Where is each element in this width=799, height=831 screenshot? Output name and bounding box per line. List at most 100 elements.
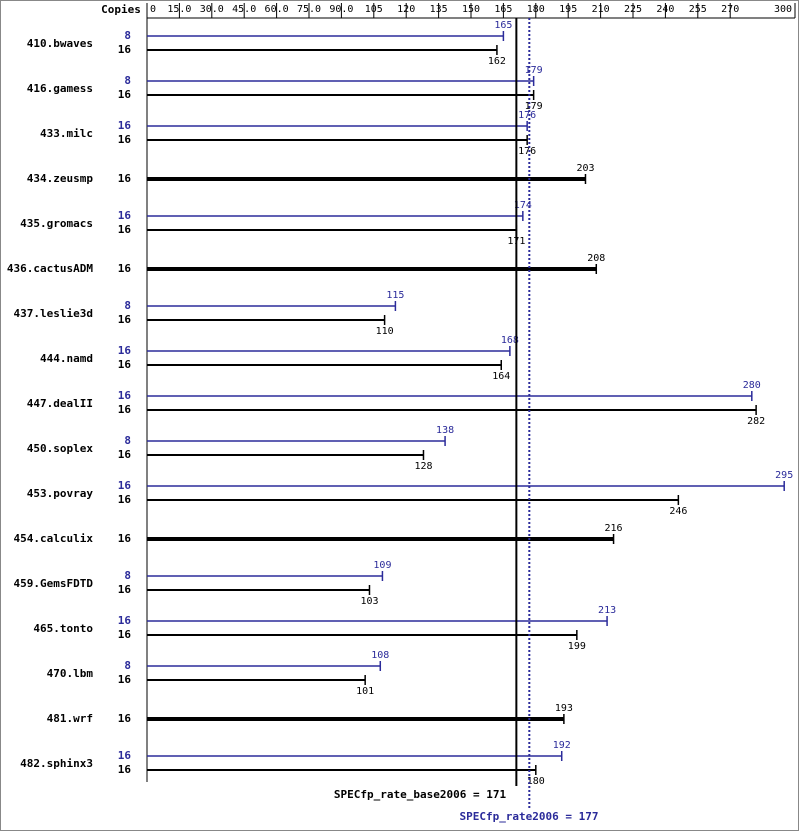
benchmark-name: 436.cactusADM xyxy=(7,262,93,275)
copies: 8 xyxy=(124,74,131,87)
x-tick-label: 300 xyxy=(774,4,792,15)
benchmark-name: 416.gamess xyxy=(27,82,93,95)
copies: 16 xyxy=(118,583,132,596)
benchmark-name: 450.soplex xyxy=(27,442,94,455)
copies: 16 xyxy=(118,532,132,545)
benchmark-name: 447.dealII xyxy=(27,397,93,410)
copies: 16 xyxy=(118,223,132,236)
copies: 16 xyxy=(118,749,132,762)
copies: 16 xyxy=(118,262,132,275)
x-tick-label: 210 xyxy=(592,4,610,15)
x-tick-label: 240 xyxy=(656,4,674,15)
copies: 8 xyxy=(124,569,131,582)
copies: 16 xyxy=(118,88,132,101)
x-tick-label: 120 xyxy=(397,4,415,15)
copies: 8 xyxy=(124,434,131,447)
benchmark-name: 410.bwaves xyxy=(27,37,93,50)
value-label: 174 xyxy=(514,200,532,211)
value-label: 246 xyxy=(669,506,687,517)
score-value: 171 xyxy=(486,788,506,801)
score-label: SPECfp_rate2006 = xyxy=(459,810,572,823)
benchmark-name: 459.GemsFDTD xyxy=(14,577,94,590)
score-label: SPECfp_rate_base2006 = xyxy=(334,788,480,801)
x-tick-label: 45.0 xyxy=(232,4,256,15)
x-tick-label: 0 xyxy=(150,4,156,15)
x-tick-label: 15.0 xyxy=(167,4,191,15)
score-text: SPECfp_rate2006 = 177 xyxy=(459,810,598,823)
copies: 16 xyxy=(118,313,132,326)
benchmark-name: 454.calculix xyxy=(14,532,94,545)
copies: 16 xyxy=(118,119,132,132)
copies: 16 xyxy=(118,673,132,686)
value-label: 103 xyxy=(360,596,378,607)
value-label: 109 xyxy=(373,560,391,571)
x-tick-label: 150 xyxy=(462,4,480,15)
benchmark-name: 444.namd xyxy=(40,352,93,365)
value-label: 162 xyxy=(488,56,506,67)
value-label: 176 xyxy=(518,146,536,157)
score-text: SPECfp_rate_base2006 = 171 xyxy=(334,788,507,801)
value-label: 128 xyxy=(414,461,432,472)
x-tick-label: 135 xyxy=(430,4,448,15)
value-label: 295 xyxy=(775,470,793,481)
benchmark-name: 481.wrf xyxy=(47,712,93,725)
benchmark-name: 453.povray xyxy=(27,487,94,500)
benchmark-name: 437.leslie3d xyxy=(14,307,93,320)
copies: 16 xyxy=(118,133,132,146)
benchmark-name: 470.lbm xyxy=(47,667,94,680)
x-tick-label: 225 xyxy=(624,4,642,15)
value-label: 213 xyxy=(598,605,616,616)
benchmark-name: 435.gromacs xyxy=(20,217,93,230)
value-label: 180 xyxy=(527,776,545,787)
x-tick-label: 75.0 xyxy=(297,4,321,15)
value-label: 101 xyxy=(356,686,374,697)
copies: 16 xyxy=(118,172,132,185)
copies: 16 xyxy=(118,628,132,641)
benchmark-name: 433.milc xyxy=(40,127,93,140)
value-label: 168 xyxy=(501,335,519,346)
value-label: 208 xyxy=(587,253,605,264)
copies: 8 xyxy=(124,659,131,672)
copies: 16 xyxy=(118,448,132,461)
copies: 16 xyxy=(118,344,132,357)
copies: 8 xyxy=(124,299,131,312)
value-label: 164 xyxy=(492,371,510,382)
value-label: 138 xyxy=(436,425,454,436)
x-tick-label: 165 xyxy=(494,4,512,15)
copies: 8 xyxy=(124,29,131,42)
copies: 16 xyxy=(118,712,132,725)
benchmark-name: 434.zeusmp xyxy=(27,172,94,185)
score-value: 177 xyxy=(579,810,599,823)
x-tick-label: 180 xyxy=(527,4,545,15)
copies: 16 xyxy=(118,479,132,492)
copies: 16 xyxy=(118,43,132,56)
value-label: 216 xyxy=(605,523,623,534)
copies: 16 xyxy=(118,389,132,402)
value-label: 192 xyxy=(553,740,571,751)
copies: 16 xyxy=(118,403,132,416)
value-label: 110 xyxy=(376,326,394,337)
value-label: 193 xyxy=(555,703,573,714)
copies: 16 xyxy=(118,209,132,222)
value-label: 199 xyxy=(568,641,586,652)
value-label: 165 xyxy=(494,20,512,31)
copies: 16 xyxy=(118,358,132,371)
x-tick-label: 90.0 xyxy=(329,4,353,15)
value-label: 282 xyxy=(747,416,765,427)
x-tick-label: 60.0 xyxy=(265,4,289,15)
value-label: 203 xyxy=(576,163,594,174)
copies: 16 xyxy=(118,493,132,506)
copies-header: Copies xyxy=(101,3,141,16)
value-label: 115 xyxy=(386,290,404,301)
benchmark-name: 482.sphinx3 xyxy=(20,757,93,770)
x-tick-label: 195 xyxy=(559,4,577,15)
value-label: 108 xyxy=(371,650,389,661)
x-tick-label: 105 xyxy=(365,4,383,15)
value-label: 179 xyxy=(525,65,543,76)
copies: 16 xyxy=(118,763,132,776)
copies: 16 xyxy=(118,614,132,627)
value-label: 179 xyxy=(525,101,543,112)
